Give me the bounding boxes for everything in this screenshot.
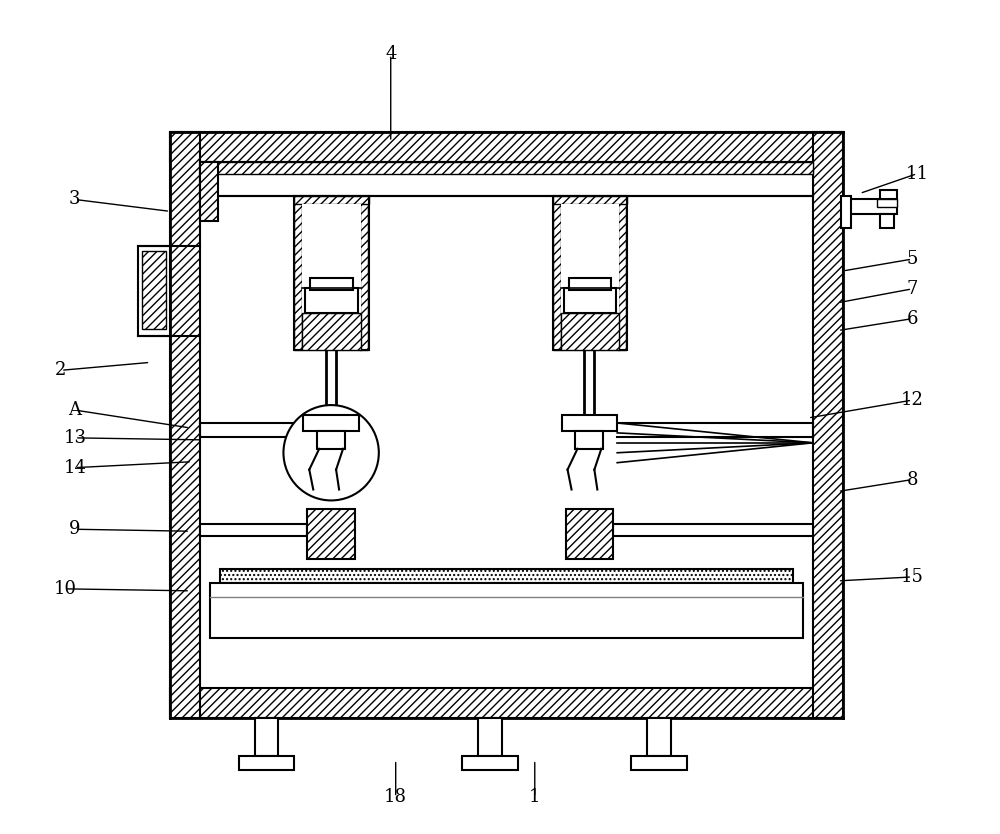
Bar bbox=[561, 204, 619, 350]
Bar bbox=[613, 525, 813, 536]
Bar bbox=[239, 756, 294, 770]
Bar bbox=[294, 197, 369, 350]
Bar bbox=[360, 197, 368, 350]
Bar bbox=[294, 197, 369, 204]
Text: 7: 7 bbox=[907, 280, 918, 298]
Bar bbox=[566, 510, 613, 559]
Bar bbox=[564, 288, 616, 313]
Circle shape bbox=[283, 405, 379, 500]
Bar bbox=[841, 197, 851, 229]
Text: 10: 10 bbox=[53, 580, 76, 598]
Bar bbox=[553, 197, 561, 350]
Bar bbox=[310, 278, 353, 290]
Bar bbox=[880, 214, 894, 229]
Bar bbox=[317, 431, 345, 449]
Bar bbox=[170, 688, 843, 718]
Bar bbox=[142, 251, 166, 329]
Bar bbox=[255, 718, 278, 756]
Bar bbox=[462, 756, 518, 770]
Bar bbox=[880, 189, 897, 199]
Text: 8: 8 bbox=[906, 470, 918, 489]
Text: 13: 13 bbox=[63, 429, 86, 447]
Bar bbox=[561, 313, 619, 350]
Bar bbox=[302, 204, 361, 350]
Bar bbox=[478, 718, 502, 756]
Text: 1: 1 bbox=[529, 788, 541, 806]
Bar bbox=[200, 162, 813, 197]
Bar bbox=[307, 510, 355, 559]
Text: 4: 4 bbox=[385, 45, 396, 63]
Text: 5: 5 bbox=[907, 250, 918, 268]
Bar bbox=[647, 718, 671, 756]
Bar bbox=[575, 431, 603, 449]
Bar bbox=[813, 132, 843, 718]
Bar bbox=[200, 162, 218, 221]
Bar bbox=[170, 132, 843, 162]
Text: 6: 6 bbox=[906, 309, 918, 328]
Bar bbox=[569, 278, 611, 290]
Bar bbox=[631, 756, 687, 770]
Bar bbox=[294, 197, 302, 350]
Bar bbox=[303, 415, 359, 431]
Text: 9: 9 bbox=[69, 520, 81, 538]
Text: 18: 18 bbox=[384, 788, 407, 806]
Bar bbox=[562, 415, 617, 431]
Text: A: A bbox=[68, 401, 81, 419]
Bar bbox=[200, 162, 813, 173]
Bar bbox=[210, 583, 803, 637]
Bar bbox=[200, 525, 307, 536]
Bar bbox=[138, 246, 170, 335]
Text: 11: 11 bbox=[906, 164, 929, 183]
Text: 12: 12 bbox=[901, 391, 924, 409]
Text: 3: 3 bbox=[69, 190, 81, 208]
Bar bbox=[553, 197, 627, 204]
Text: 14: 14 bbox=[63, 459, 86, 477]
Bar bbox=[170, 132, 200, 718]
Bar bbox=[302, 313, 361, 350]
Bar bbox=[220, 569, 793, 583]
Bar bbox=[877, 199, 897, 208]
Bar bbox=[618, 197, 626, 350]
Text: 2: 2 bbox=[55, 361, 67, 379]
Bar bbox=[305, 288, 358, 313]
Text: 15: 15 bbox=[901, 568, 924, 586]
Bar bbox=[553, 197, 627, 350]
Bar bbox=[843, 199, 897, 214]
